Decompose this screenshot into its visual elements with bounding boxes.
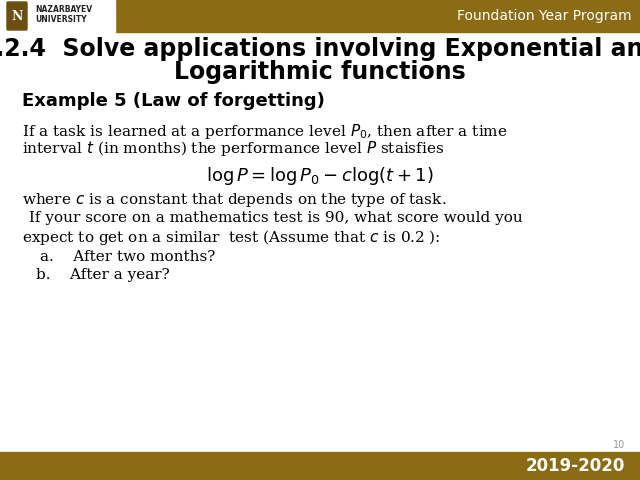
Text: N: N — [12, 10, 22, 23]
Text: NAZARBAYEV: NAZARBAYEV — [35, 4, 92, 13]
Text: Foundation Year Program: Foundation Year Program — [458, 9, 632, 23]
Text: Logarithmic functions: Logarithmic functions — [174, 60, 466, 84]
Text: If your score on a mathematics test is 90, what score would you: If your score on a mathematics test is 9… — [24, 211, 523, 225]
Text: interval $t$ (in months) the performance level $P$ staisfies: interval $t$ (in months) the performance… — [22, 139, 444, 158]
Bar — [0, 0, 115, 32]
Text: $\log P = \log P_0 - c\log(t + 1)$: $\log P = \log P_0 - c\log(t + 1)$ — [206, 165, 434, 187]
Text: where $c$ is a constant that depends on the type of task.: where $c$ is a constant that depends on … — [22, 191, 447, 209]
Text: a.    After two months?: a. After two months? — [40, 250, 216, 264]
Text: If a task is learned at a performance level $P_0$, then after a time: If a task is learned at a performance le… — [22, 122, 508, 141]
Text: 2019-2020: 2019-2020 — [525, 457, 625, 475]
Text: 2.2.4  Solve applications involving Exponential and: 2.2.4 Solve applications involving Expon… — [0, 37, 640, 61]
Text: 10: 10 — [612, 440, 625, 450]
Bar — [115, 0, 640, 32]
Text: UNIVERSITY: UNIVERSITY — [35, 15, 86, 24]
Bar — [0, 452, 640, 480]
FancyBboxPatch shape — [7, 2, 27, 30]
Text: Example 5 (Law of forgetting): Example 5 (Law of forgetting) — [22, 92, 325, 110]
Text: b.    After a year?: b. After a year? — [36, 268, 170, 282]
Text: expect to get on a similar  test (Assume that $c$ is 0.2 ):: expect to get on a similar test (Assume … — [22, 228, 440, 247]
